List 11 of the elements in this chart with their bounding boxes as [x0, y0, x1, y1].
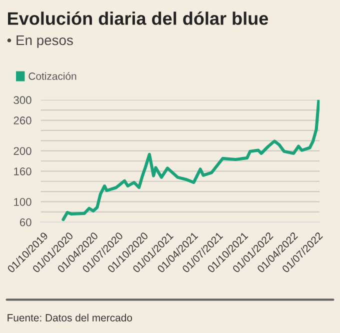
source-note: Fuente: Datos del mercado — [8, 314, 132, 322]
line-series — [62, 100, 320, 222]
y-tick-label: 300 — [14, 96, 32, 104]
y-tick-label: 200 — [14, 147, 32, 155]
chart-subtitle: • En pesos — [7, 35, 73, 48]
y-tick-label: 160 — [14, 167, 32, 176]
y-tick-label: 100 — [14, 198, 32, 206]
y-tick-label: 260 — [14, 116, 32, 124]
legend-label: Cotización — [28, 72, 76, 80]
chart-title: Evolución diaria del dólar blue — [8, 11, 268, 25]
y-tick-label: 60 — [20, 218, 32, 226]
